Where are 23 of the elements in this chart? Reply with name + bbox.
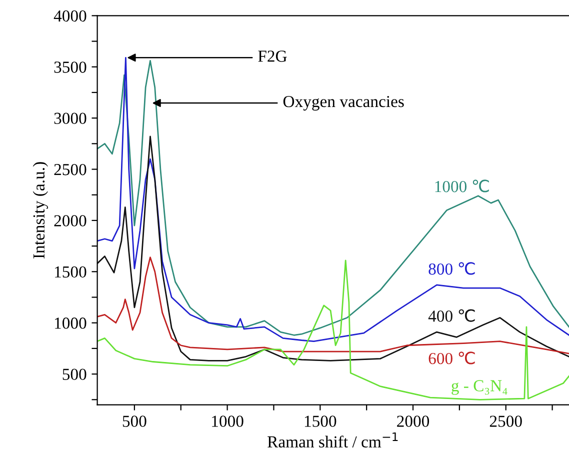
series-label: g - C₃N₄	[452, 380, 508, 395]
series-label: 600 ℃	[428, 352, 475, 364]
x-axis-title: Raman shift / cm$^{−1}$	[268, 432, 398, 448]
x-tick-label: 2500	[490, 416, 522, 427]
line-series	[97, 260, 569, 400]
x-tick-label: 1500	[304, 416, 336, 427]
series-label: 800 ℃	[428, 262, 475, 275]
y-tick-label: 1500	[55, 266, 86, 278]
y-tick-label: 3500	[54, 62, 86, 73]
series-label: 400 ℃	[428, 309, 475, 322]
y-tick-label: 2500	[54, 164, 86, 176]
y-tick-label: 4000	[54, 10, 86, 22]
series-label: 1000 ℃	[435, 180, 489, 192]
y-tick-label: 2000	[54, 215, 86, 226]
y-tick-label: 3000	[54, 112, 86, 124]
x-tick-label: 500	[122, 416, 146, 427]
annotation: Oxygen vacancies	[283, 96, 404, 111]
annotation: F2G	[258, 50, 287, 62]
y-tick-label: 1000	[55, 318, 86, 329]
y-axis-title: Intensity (a.u.)	[32, 162, 48, 258]
x-tick-label: 2000	[397, 416, 430, 427]
y-tick-label: 500	[62, 368, 86, 380]
x-tick-label: 1000	[212, 416, 244, 427]
